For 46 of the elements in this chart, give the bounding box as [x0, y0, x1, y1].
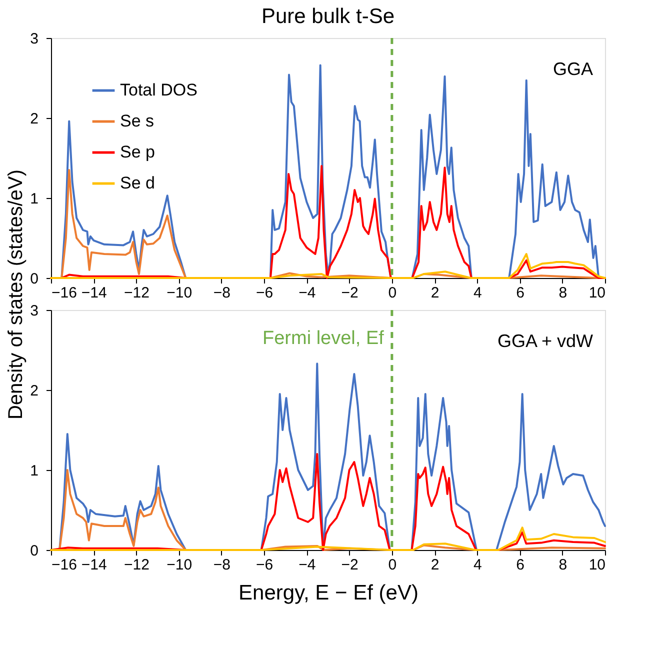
x-tick-label: −16	[52, 556, 77, 574]
x-tick-label: −10	[166, 556, 192, 574]
annotation: GGA	[552, 59, 593, 79]
x-tick-label: −14	[81, 284, 107, 302]
annotation: GGA + vdW	[497, 331, 594, 351]
y-tick-label: 1	[30, 190, 38, 208]
y-axis-title: Density of states (states/eV)	[5, 169, 28, 420]
x-tick-label: −12	[124, 284, 150, 302]
y-tick-label: 0	[30, 542, 38, 560]
x-tick-label: −8	[213, 284, 231, 302]
x-tick-label: −16	[52, 284, 77, 302]
y-tick-label: 0	[30, 270, 38, 288]
legend-label: Se s	[120, 112, 154, 130]
x-tick-label: −10	[166, 284, 192, 302]
x-tick-label: 0	[388, 284, 397, 302]
x-tick-label: 0	[388, 556, 397, 574]
x-tick-label: 6	[516, 556, 524, 574]
x-tick-label: −8	[213, 556, 231, 574]
x-tick-label: −12	[124, 556, 150, 574]
x-tick-label: 8	[558, 556, 568, 574]
x-tick-label: −6	[256, 556, 274, 574]
x-tick-label: 10	[588, 556, 606, 574]
y-tick-label: 2	[30, 382, 38, 400]
y-tick-label: 1	[30, 462, 38, 480]
x-tick-label: 2	[430, 556, 440, 574]
x-tick-label: 8	[558, 284, 568, 302]
x-tick-label: −6	[256, 284, 274, 302]
y-tick-label: 3	[30, 30, 38, 48]
x-axis-title: Energy, E − Ef (eV)	[238, 582, 418, 604]
x-tick-label: 10	[588, 284, 606, 302]
x-tick-label: 2	[430, 284, 440, 302]
chart-title: Pure bulk t-Se	[261, 5, 395, 28]
x-tick-label: −2	[341, 284, 358, 302]
y-tick-label: 2	[30, 110, 38, 128]
legend-label: Se d	[120, 174, 155, 192]
legend-label: Se p	[120, 142, 155, 162]
ref-line-label: Fermi level, Ef	[262, 328, 385, 349]
x-tick-label: −4	[298, 284, 316, 302]
legend-label: Total DOS	[120, 80, 198, 100]
x-tick-label: 4	[473, 556, 482, 574]
x-tick-label: −2	[341, 556, 358, 574]
x-tick-label: 6	[516, 284, 524, 302]
x-tick-label: 4	[473, 284, 482, 302]
y-tick-label: 3	[30, 302, 38, 320]
x-tick-label: −4	[298, 556, 316, 574]
x-tick-label: −14	[81, 556, 107, 574]
